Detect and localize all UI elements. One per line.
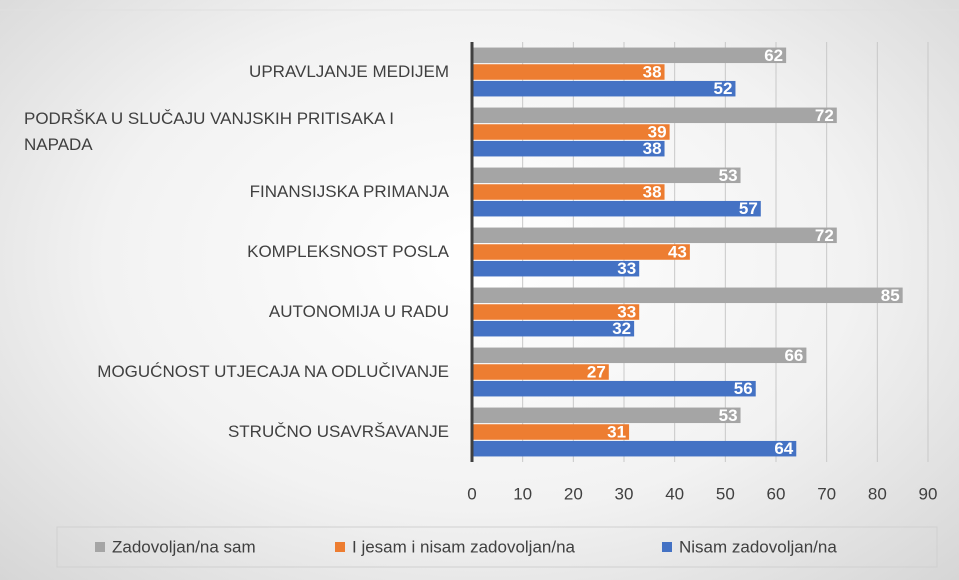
data-label: 32 [612,319,631,338]
bar [472,347,807,364]
data-label: 72 [815,226,834,245]
bar [472,64,665,80]
data-label: 85 [881,286,900,305]
data-label: 33 [617,259,636,278]
category-label: STRUČNO USAVRŠAVANJE [24,419,449,445]
x-tick-label: 50 [716,484,735,503]
bar [472,80,736,97]
legend-swatch [662,542,672,552]
x-tick-label: 80 [868,484,887,503]
x-tick-label: 0 [467,484,476,503]
bar [472,407,741,424]
data-label: 43 [668,242,687,261]
legend-swatch [335,542,345,552]
bar [472,47,787,64]
category-text: KOMPLEKSNOST POSLA [247,242,449,261]
category-text: AUTONOMIJA U RADU [268,302,449,321]
data-label: 53 [719,166,738,185]
category-text: FINANSIJSKA PRIMANJA [249,182,449,201]
category-text: UPRAVLJANJE MEDIJEM [249,62,449,81]
bar [472,260,640,277]
data-label: 38 [643,139,662,158]
category-text: MOGUĆNOST UTJECAJA NA ODLUČIVANJE [97,362,449,381]
bar [472,380,756,397]
data-label: 39 [648,122,667,141]
x-tick-label: 40 [665,484,684,503]
x-tick-label: 60 [767,484,786,503]
bar [472,200,761,217]
bar [472,107,837,124]
data-label: 38 [643,182,662,201]
bar [472,320,635,337]
bar [472,424,630,440]
data-label: 27 [587,362,606,381]
data-label: 53 [719,406,738,425]
bar [472,140,665,157]
bar [472,184,665,200]
data-label: 31 [607,422,626,441]
data-label: 33 [617,302,636,321]
bar [472,304,640,320]
x-tick-label: 20 [564,484,583,503]
bar [472,287,903,304]
category-label: MOGUĆNOST UTJECAJA NA ODLUČIVANJE [24,359,449,385]
bar [472,167,741,184]
x-tick-label: 70 [817,484,836,503]
legend-label: Nisam zadovoljan/na [679,537,837,556]
bar [472,244,690,260]
category-text: PODRŠKA U SLUČAJU VANJSKIH PRITISAKA I N… [24,109,395,154]
category-label: UPRAVLJANJE MEDIJEM [24,59,449,85]
bar [472,440,797,457]
data-label: 64 [774,439,793,458]
data-label: 56 [734,379,753,398]
category-label: AUTONOMIJA U RADU [24,299,449,325]
category-label: PODRŠKA U SLUČAJU VANJSKIH PRITISAKA I N… [24,106,449,158]
x-tick-label: 30 [615,484,634,503]
x-tick-label: 90 [919,484,938,503]
legend-swatch [95,542,105,552]
category-label: KOMPLEKSNOST POSLA [24,239,449,265]
legend-box [56,526,938,568]
legend-label: I jesam i nisam zadovoljan/na [352,537,576,556]
bar [472,227,837,244]
data-label: 62 [764,46,783,65]
x-tick-label: 10 [513,484,532,503]
data-label: 72 [815,106,834,125]
data-label: 38 [643,62,662,81]
legend-label: Zadovoljan/na sam [112,537,256,556]
bar [472,364,609,380]
data-label: 66 [784,346,803,365]
bar [472,124,670,140]
data-label: 57 [739,199,758,218]
category-text: STRUČNO USAVRŠAVANJE [227,422,449,441]
category-label: FINANSIJSKA PRIMANJA [24,179,449,205]
data-label: 52 [714,79,733,98]
